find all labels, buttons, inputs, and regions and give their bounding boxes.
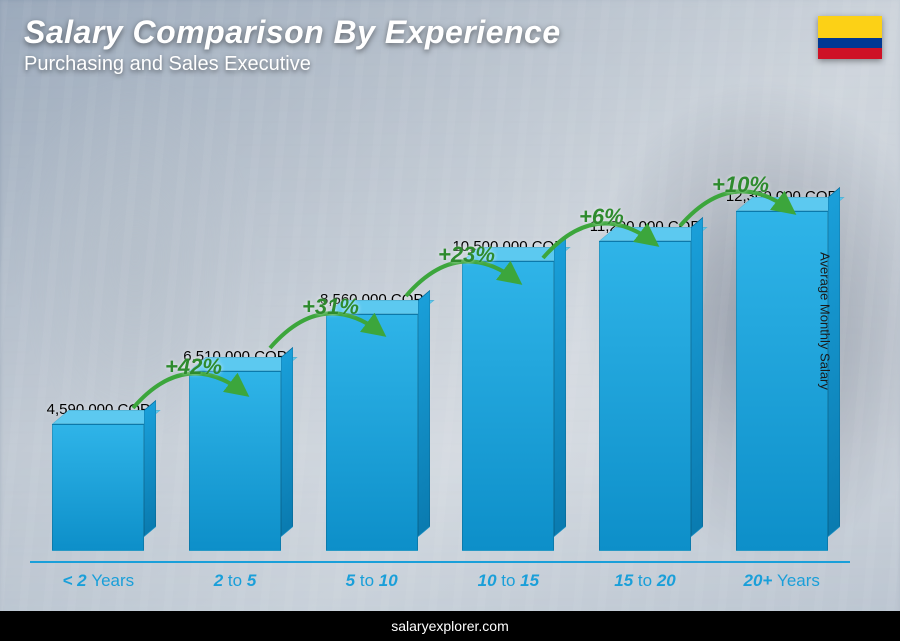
bar-slot: 11,200,000 COP — [577, 100, 714, 551]
colombia-flag-icon — [818, 16, 882, 59]
bar-side — [554, 237, 566, 537]
bar-slot: 10,500,000 COP — [440, 100, 577, 551]
footer-text: salaryexplorer.com — [391, 618, 509, 634]
footer: salaryexplorer.com — [0, 611, 900, 641]
bar-front — [599, 241, 691, 551]
bar — [52, 424, 144, 551]
bar — [599, 241, 691, 551]
bars-container: 4,590,000 COP6,510,000 COP8,560,000 COP1… — [30, 100, 850, 551]
increase-pct-label: +42% — [165, 354, 222, 380]
x-axis-label: 15 to 20 — [577, 563, 714, 591]
bar-front — [52, 424, 144, 551]
flag-stripe-blue — [818, 38, 882, 49]
x-axis-label: < 2 Years — [30, 563, 167, 591]
bar — [736, 211, 828, 551]
yaxis-label: Average Monthly Salary — [818, 252, 833, 390]
increase-pct-label: +31% — [302, 294, 359, 320]
x-axis-label: 2 to 5 — [167, 563, 304, 591]
page-subtitle: Purchasing and Sales Executive — [24, 53, 820, 76]
increase-pct-label: +23% — [438, 242, 495, 268]
bar-side — [281, 347, 293, 537]
bar-side — [691, 217, 703, 537]
x-axis: < 2 Years2 to 55 to 1010 to 1515 to 2020… — [30, 561, 850, 591]
flag-stripe-red — [818, 48, 882, 59]
x-axis-label: 20+ Years — [713, 563, 850, 591]
page-title: Salary Comparison By Experience — [24, 14, 820, 51]
bar-side — [418, 290, 430, 537]
flag-stripe-yellow — [818, 16, 882, 38]
header: Salary Comparison By Experience Purchasi… — [24, 14, 820, 76]
increase-pct-label: +6% — [579, 204, 624, 230]
bar-chart: 4,590,000 COP6,510,000 COP8,560,000 COP1… — [30, 100, 850, 551]
increase-pct-label: +10% — [712, 172, 769, 198]
bar-front — [736, 211, 828, 551]
x-axis-label: 10 to 15 — [440, 563, 577, 591]
bar-slot: 4,590,000 COP — [30, 100, 167, 551]
x-axis-label: 5 to 10 — [303, 563, 440, 591]
